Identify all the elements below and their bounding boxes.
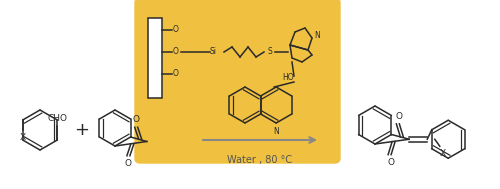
Text: O: O [173,70,179,78]
Text: O: O [124,159,132,168]
Text: O: O [173,47,179,57]
Text: Water , 80 °C: Water , 80 °C [228,155,292,165]
Text: O: O [132,115,139,124]
Text: O: O [173,26,179,35]
Text: Si: Si [210,47,217,57]
Bar [148,18,162,98]
Text: O: O [396,112,403,121]
Text: +: + [74,121,90,139]
Text: X: X [20,133,26,142]
Text: O: O [388,158,394,167]
Text: N: N [314,32,320,40]
FancyBboxPatch shape [135,0,340,163]
Text: HO: HO [282,74,294,83]
Text: X: X [440,149,446,158]
Text: N: N [274,127,279,136]
Text: CHO: CHO [48,114,68,123]
Text: S: S [268,47,273,57]
